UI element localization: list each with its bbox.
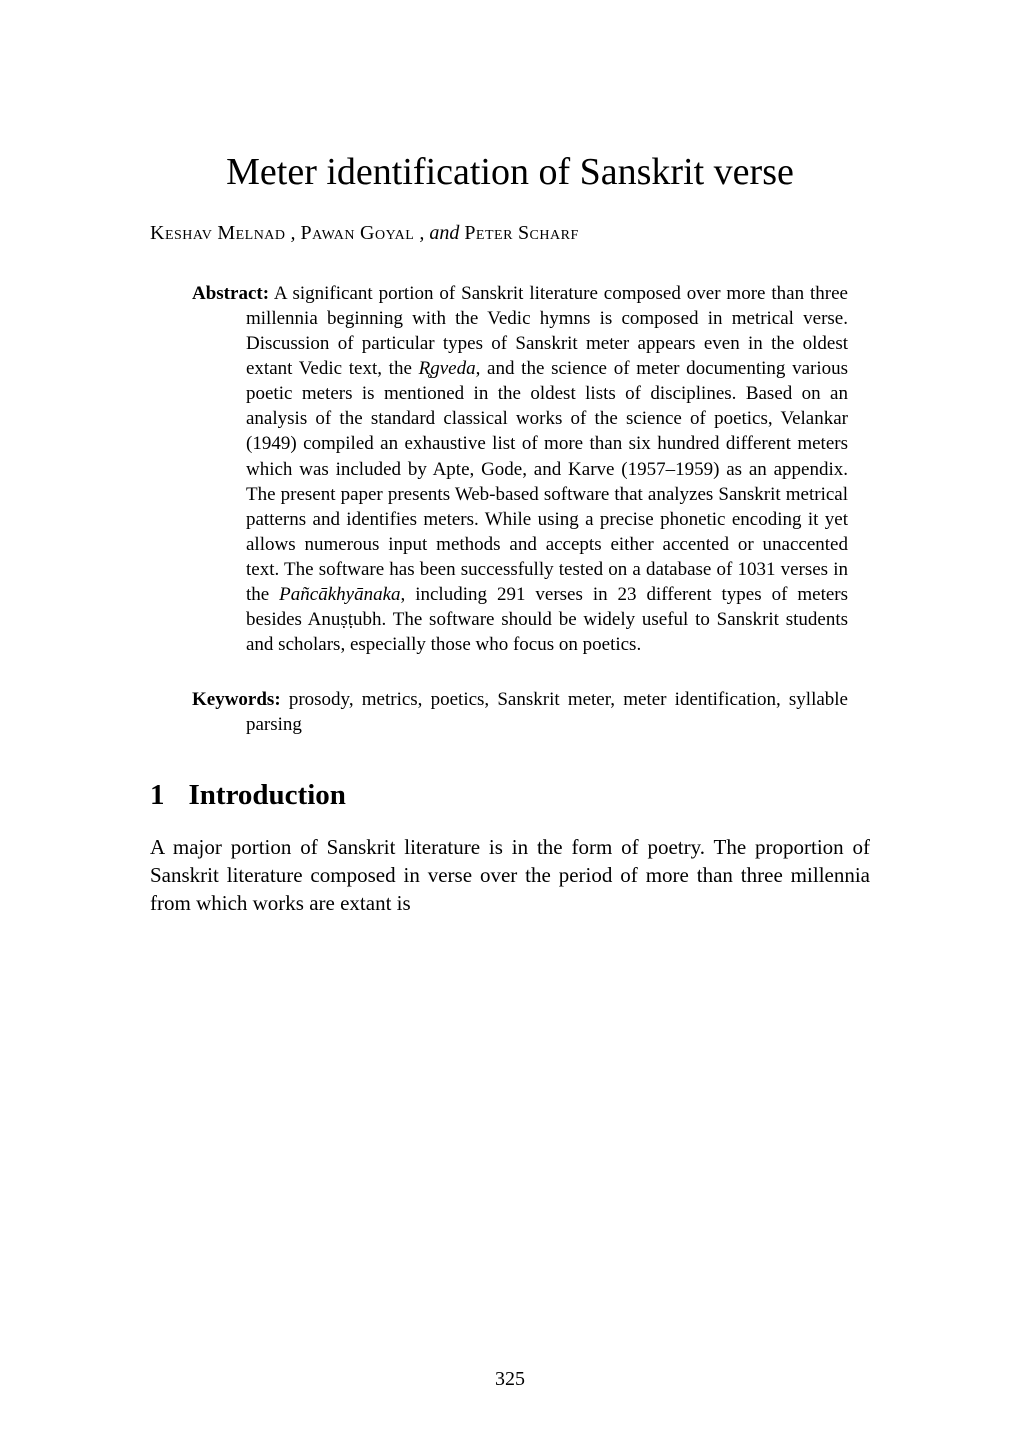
author-sep-1: , [291, 222, 301, 244]
section-heading-1: 1 Introduction [150, 779, 870, 812]
keywords-block: Keywords: prosody, metrics, poetics, San… [192, 687, 848, 737]
abstract-text-mid: , and the science of meter documenting v… [246, 358, 848, 605]
author-sep-2: , and [419, 222, 464, 244]
author-2-last: Goyal [360, 222, 414, 244]
intro-paragraph: A major portion of Sanskrit literature i… [150, 834, 870, 917]
author-3-last: Scharf [518, 222, 579, 244]
abstract-ital-2: Pañcākhyānaka [279, 584, 400, 605]
keywords-text: prosody, metrics, poetics, Sanskrit mete… [246, 689, 848, 735]
page: Meter identification of Sanskrit verse K… [0, 0, 1020, 1447]
abstract-label: Abstract: [192, 283, 269, 304]
abstract-block: Abstract: A significant portion of Sansk… [192, 281, 848, 657]
authors-line: Keshav Melnad , Pawan Goyal , and Peter … [150, 222, 870, 245]
abstract-ital-1: R̥gveda [419, 358, 476, 379]
section-number: 1 [150, 779, 165, 812]
page-number: 325 [0, 1368, 1020, 1391]
paper-title: Meter identification of Sanskrit verse [150, 150, 870, 194]
section-title: Introduction [189, 779, 346, 811]
author-2-first: Pawan [301, 222, 356, 244]
author-3-first: Peter [464, 222, 513, 244]
author-1-first: Keshav [150, 222, 212, 244]
author-1-last: Melnad [217, 222, 285, 244]
keywords-label: Keywords: [192, 689, 281, 710]
